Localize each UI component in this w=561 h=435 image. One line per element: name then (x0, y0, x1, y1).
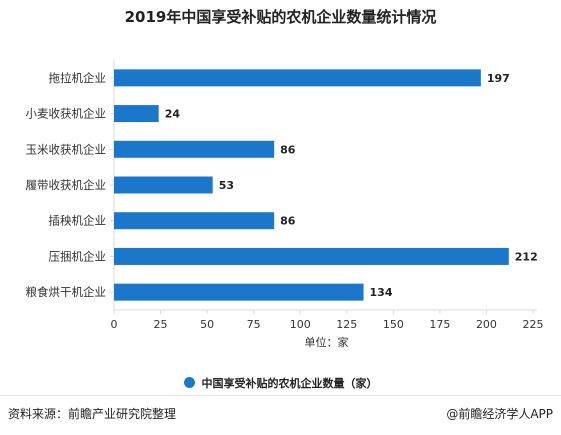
bar (114, 140, 275, 158)
category-label: 小麦收获机企业 (26, 107, 107, 121)
chart-title: 2019年中国享受补贴的农机企业数量统计情况 (124, 8, 437, 26)
category-label: 玉米收获机企业 (26, 142, 107, 156)
bar-chart: 0 25 50 75 100 125 150 175 200 225 单位：家 拖拉机企业 197 小麦收… (26, 60, 544, 349)
source-note: 资料来源：前瞻产业研究院整理 (8, 407, 177, 421)
bar (114, 283, 364, 301)
x-tick-label: 100 (290, 318, 311, 331)
x-tick-label: 25 (154, 318, 168, 331)
bar (114, 176, 213, 194)
legend-label: 中国享受补贴的农机企业数量（家） (201, 377, 378, 390)
data-label: 24 (165, 108, 181, 121)
bar (114, 247, 509, 265)
x-axis-label: 单位：家 (305, 335, 349, 349)
data-label: 134 (370, 286, 393, 299)
category-label: 插秧机企业 (49, 214, 107, 228)
x-tick-label: 175 (429, 318, 450, 331)
category-label: 粮食烘干机企业 (26, 285, 107, 299)
bar (114, 105, 159, 123)
legend-marker (183, 377, 195, 388)
x-tick-label: 225 (523, 318, 544, 331)
category-label: 压捆机企业 (49, 249, 107, 263)
x-tick-label: 0 (111, 318, 118, 331)
data-label: 197 (487, 72, 510, 85)
bar (114, 212, 275, 230)
category-label: 履带收获机企业 (26, 178, 107, 192)
legend: 中国享受补贴的农机企业数量（家） (0, 375, 561, 391)
x-tick-label: 50 (200, 318, 214, 331)
bar (114, 69, 481, 87)
data-label: 86 (280, 143, 296, 156)
brand-label: @前瞻经济学人APP (446, 407, 553, 421)
category-label: 拖拉机企业 (49, 71, 107, 85)
footer: 资料来源：前瞻产业研究院整理 @前瞻经济学人APP (0, 395, 561, 435)
data-label: 53 (219, 179, 234, 192)
data-label: 86 (280, 215, 296, 228)
x-tick-label: 150 (383, 318, 404, 331)
x-tick-label: 200 (476, 318, 497, 331)
x-tick-label: 75 (247, 318, 261, 331)
x-tick-label: 125 (336, 318, 357, 331)
data-label: 212 (515, 250, 538, 263)
